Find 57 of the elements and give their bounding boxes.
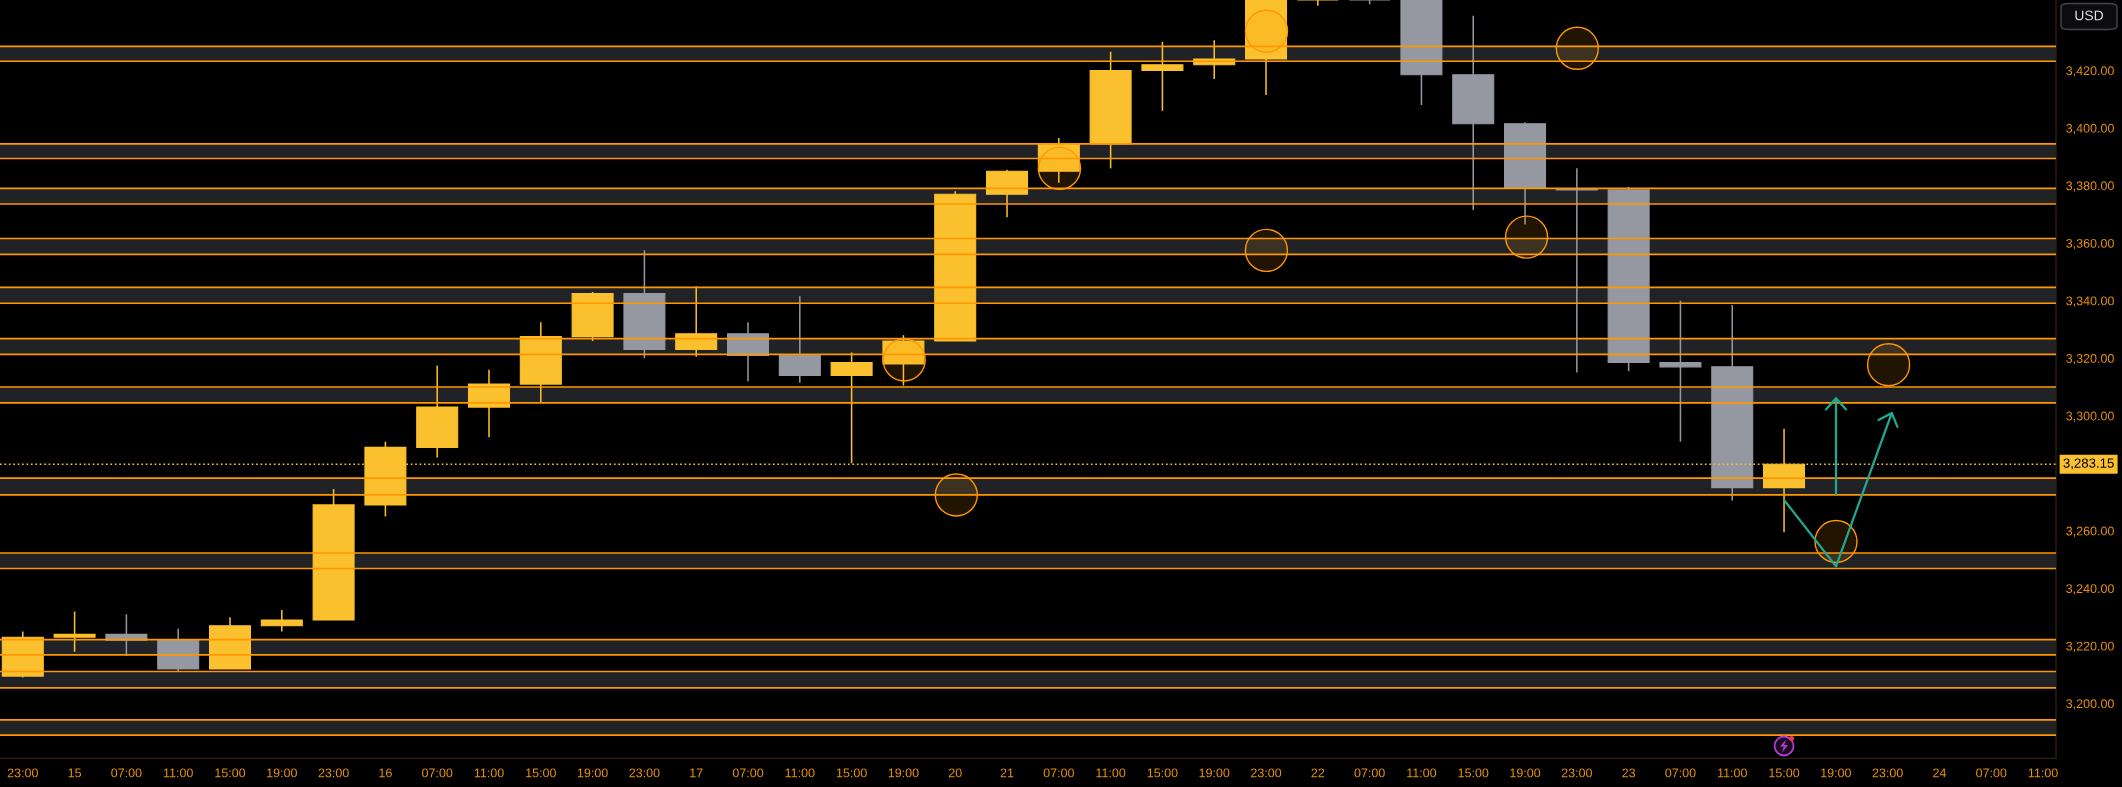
- x-tick-label: 11:00: [474, 768, 504, 778]
- y-tick-label: 3,260.00: [2066, 526, 2114, 537]
- x-tick-label: 20: [948, 768, 962, 778]
- x-tick-label: 07:00: [1354, 768, 1385, 778]
- x-tick-label: 19:00: [1510, 768, 1541, 778]
- x-tick-label: 15:00: [836, 768, 867, 778]
- x-tick-label: 19:00: [1199, 768, 1230, 778]
- x-tick-label: 19:00: [577, 768, 608, 778]
- y-tick-label: 3,200.00: [2066, 699, 2114, 710]
- x-tick-label: 11:00: [2028, 768, 2058, 778]
- x-tick-label: 23: [1622, 768, 1636, 778]
- x-tick-label: 19:00: [888, 768, 919, 778]
- x-tick-label: 23:00: [7, 768, 38, 778]
- x-tick-label: 07:00: [1976, 768, 2007, 778]
- x-tick-label: 11:00: [1096, 768, 1126, 778]
- candlestick: [53, 610, 96, 653]
- y-tick-label: 3,240.00: [2066, 584, 2114, 595]
- x-tick-label: 23:00: [629, 768, 660, 778]
- y-tick-label: 3,420.00: [2066, 66, 2114, 77]
- x-tick-label: 07:00: [1043, 768, 1074, 778]
- candlestick: [1659, 299, 1702, 443]
- x-tick-label: 23:00: [1872, 768, 1903, 778]
- x-tick-label: 07:00: [111, 768, 142, 778]
- ref-line-label: 3,283.15: [2063, 458, 2114, 470]
- x-tick-label: 22: [1311, 768, 1325, 778]
- y-axis-title: USD: [2075, 10, 2103, 21]
- y-tick-label: 3,220.00: [2066, 641, 2114, 653]
- x-tick-label: 19:00: [1821, 768, 1851, 778]
- candlestick: [1296, 0, 1339, 7]
- x-tick-label: 11:00: [785, 768, 815, 778]
- x-tick-label: 21: [1000, 768, 1014, 778]
- y-tick-label: 3,360.00: [2066, 238, 2114, 250]
- x-tick-label: 15: [68, 768, 82, 778]
- x-tick-label: 15:00: [215, 768, 246, 778]
- x-tick-label: 17: [690, 768, 703, 778]
- x-tick-label: 15:00: [1147, 768, 1178, 778]
- candlestick: [1141, 40, 1184, 112]
- x-tick-label: 23:00: [318, 768, 349, 778]
- y-tick-label: 3,380.00: [2066, 181, 2114, 192]
- y-tick-label: 3,340.00: [2066, 296, 2114, 307]
- y-tick-label: 3,300.00: [2066, 411, 2114, 422]
- x-tick-label: 11:00: [1718, 768, 1747, 778]
- x-tick-label: 23:00: [1561, 768, 1592, 778]
- x-tick-label: 23:00: [1251, 768, 1282, 778]
- y-tick-label: 3,400.00: [2066, 123, 2114, 135]
- x-tick-label: 19:00: [267, 768, 297, 778]
- x-tick-label: 16: [379, 768, 392, 778]
- x-tick-label: 15:00: [1458, 768, 1489, 778]
- x-tick-label: 15:00: [1769, 768, 1800, 778]
- x-tick-label: 07:00: [422, 768, 453, 778]
- x-tick-label: 11:00: [163, 768, 193, 778]
- x-tick-label: 24: [1933, 768, 1947, 778]
- y-tick-label: 3,320.00: [2066, 354, 2114, 365]
- x-tick-label: 07:00: [1665, 768, 1696, 778]
- x-tick-label: 11:00: [1407, 768, 1437, 778]
- x-tick-label: 07:00: [732, 768, 764, 778]
- x-tick-label: 15:00: [526, 768, 556, 778]
